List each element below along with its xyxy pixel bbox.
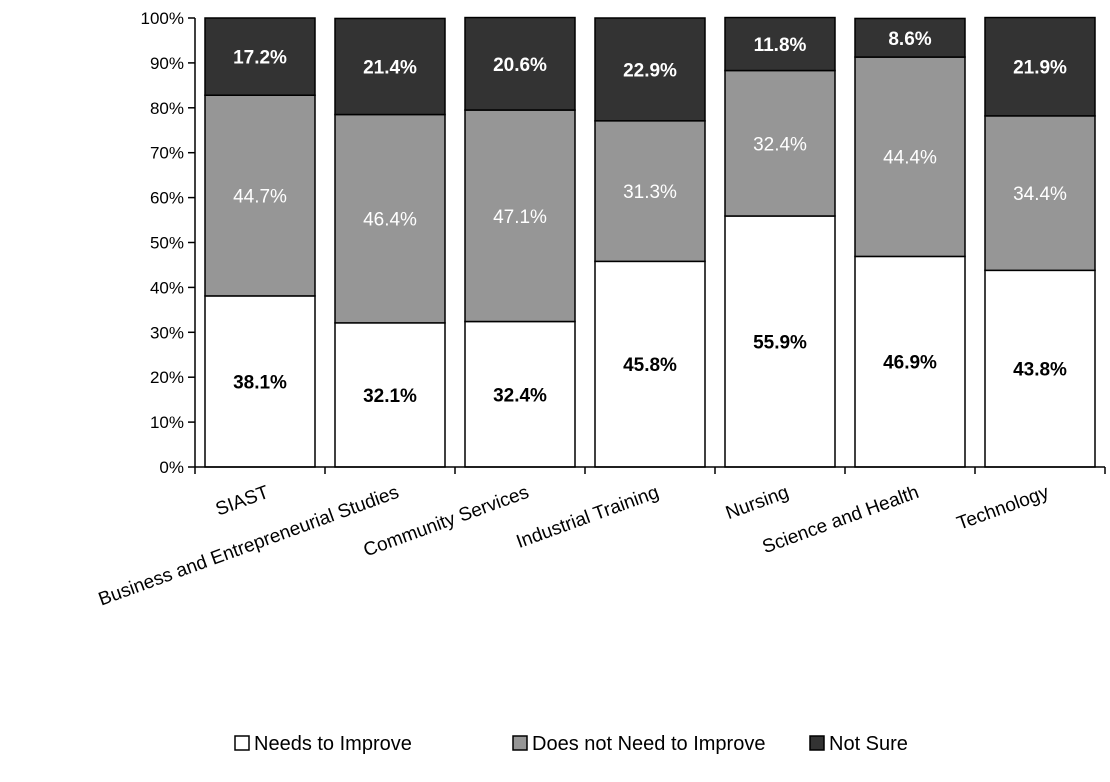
data-label: 20.6% — [493, 55, 547, 76]
y-tick-label: 70% — [150, 144, 184, 163]
data-label: 21.9% — [1013, 58, 1067, 79]
bar-segment-not-sure-7 — [984, 16, 1096, 117]
bar-segment-does-not-need-to-improve-7 — [984, 115, 1096, 272]
bar-segment-not-sure-5 — [724, 16, 836, 72]
bars-layer — [204, 16, 1096, 468]
bar-segment-does-not-need-to-improve-3 — [464, 109, 576, 323]
data-label: 22.9% — [623, 60, 677, 81]
y-tick-label: 90% — [150, 54, 184, 73]
data-label: 47.1% — [493, 207, 547, 228]
x-tick-label: SIAST — [213, 482, 272, 521]
bar-segment-does-not-need-to-improve-2 — [334, 113, 446, 324]
data-label: 43.8% — [1013, 360, 1067, 381]
bar-segment-needs-to-improve-5 — [724, 215, 836, 468]
bar-segment-needs-to-improve-4 — [594, 260, 706, 468]
y-tick-label: 0% — [159, 458, 184, 477]
data-label: 44.7% — [233, 187, 287, 208]
y-tick-label: 30% — [150, 323, 184, 342]
bar-segment-not-sure-6 — [854, 17, 966, 58]
y-tick-label: 80% — [150, 99, 184, 118]
bar-segment-does-not-need-to-improve-6 — [854, 56, 966, 258]
bar-segment-needs-to-improve-1 — [204, 295, 316, 468]
legend-label-needs-to-improve: Needs to Improve — [254, 733, 412, 755]
legend-label-does-not-need-to-improve: Does not Need to Improve — [532, 733, 765, 755]
data-label: 44.4% — [883, 148, 937, 169]
bar-segment-does-not-need-to-improve-4 — [594, 120, 706, 263]
data-label: 45.8% — [623, 355, 677, 376]
y-tick-label: 20% — [150, 368, 184, 387]
data-labels-layer: 38.1% 44.7% 17.2% 32.1% 46.4% 21.4% 32.4% 47.1%… — [233, 29, 1067, 407]
data-label: 31.3% — [623, 182, 677, 203]
bar-segment-needs-to-improve-6 — [854, 255, 966, 468]
legend-swatch-needs-to-improve — [234, 735, 250, 751]
x-tick-label: Technology — [954, 482, 1052, 535]
x-tick-label: Industrial Training — [514, 482, 662, 553]
bar-segment-does-not-need-to-improve-1 — [204, 94, 316, 297]
data-label: 38.1% — [233, 372, 287, 393]
legend: Needs to Improve Does not Need to Improve… — [234, 733, 908, 755]
data-label: 32.1% — [363, 386, 417, 407]
data-label: 17.2% — [233, 48, 287, 69]
bar-segment-not-sure-4 — [594, 17, 706, 122]
data-label: 34.4% — [1013, 184, 1067, 205]
bar-segment-not-sure-3 — [464, 16, 576, 111]
y-tick-label: 50% — [150, 234, 184, 253]
bar-segment-needs-to-improve-7 — [984, 269, 1096, 468]
data-label: 21.4% — [363, 57, 417, 78]
y-tick-label: 100% — [141, 9, 184, 28]
bar-segment-not-sure-1 — [204, 17, 316, 96]
data-label: 46.4% — [363, 210, 417, 231]
data-label: 32.4% — [753, 134, 807, 155]
legend-swatch-not-sure — [809, 735, 825, 751]
y-tick-label: 60% — [150, 189, 184, 208]
data-label: 46.9% — [883, 353, 937, 374]
data-label: 11.8% — [754, 35, 807, 56]
legend-swatch-does-not-need-to-improve — [512, 735, 528, 751]
legend-label-not-sure: Not Sure — [829, 733, 908, 755]
data-label: 32.4% — [493, 385, 547, 406]
bar-segment-not-sure-2 — [334, 17, 446, 116]
data-label: 55.9% — [753, 333, 807, 354]
x-tick-label: Nursing — [723, 482, 792, 524]
y-tick-label: 40% — [150, 278, 184, 297]
bar-segment-needs-to-improve-2 — [334, 322, 446, 468]
data-label: 8.6% — [888, 29, 931, 50]
y-tick-label: 10% — [150, 413, 184, 432]
